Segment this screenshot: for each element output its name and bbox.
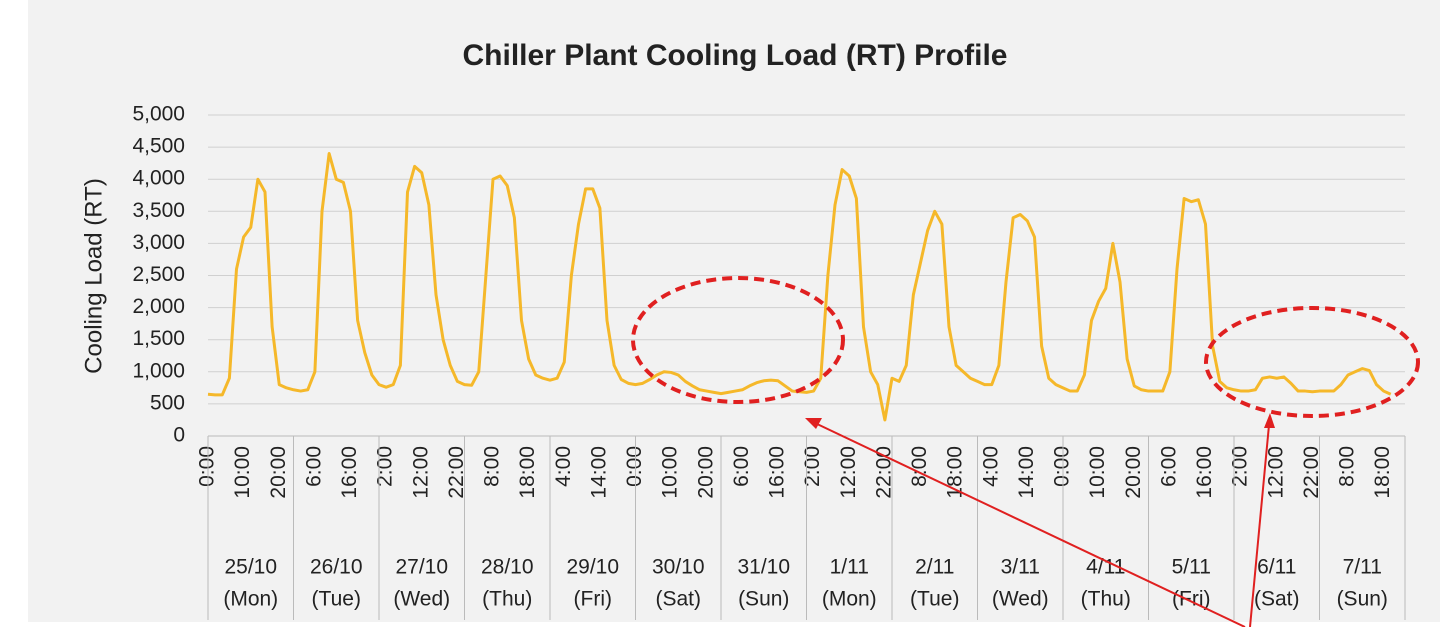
y-tick-label: 3,500	[132, 199, 185, 222]
x-tick-label: 0:00	[196, 446, 219, 487]
day-label: 25/10	[224, 556, 277, 579]
y-tick-label: 2,000	[132, 295, 185, 318]
day-label: (Tue)	[910, 588, 959, 611]
x-tick-label: 8:00	[908, 446, 931, 487]
x-tick-label: 6:00	[730, 446, 753, 487]
x-tick-label: 18:00	[516, 446, 539, 499]
x-tick-label: 2:00	[801, 446, 824, 487]
arrow-head	[1264, 413, 1275, 428]
y-tick-label: 5,000	[132, 103, 185, 126]
day-label: 2/11	[915, 556, 954, 579]
y-axis-title: Cooling Load (RT)	[80, 178, 107, 374]
x-tick-label: 22:00	[445, 446, 468, 499]
x-tick-label: 6:00	[1157, 446, 1180, 487]
x-tick-label: 4:00	[552, 446, 575, 487]
arrow	[1249, 424, 1270, 628]
x-tick-label: 2:00	[374, 446, 397, 487]
day-label: 29/10	[566, 556, 619, 579]
x-tick-label: 12:00	[837, 446, 860, 499]
x-tick-label: 0:00	[623, 446, 646, 487]
x-tick-label: 16:00	[1193, 446, 1216, 499]
day-label: 26/10	[310, 556, 363, 579]
day-label: 4/11	[1086, 556, 1125, 579]
day-label: 1/11	[830, 556, 869, 579]
day-label: (Wed)	[992, 588, 1049, 611]
day-label: 31/10	[737, 556, 790, 579]
day-label: 7/11	[1343, 556, 1382, 579]
x-tick-label: 4:00	[979, 446, 1002, 487]
day-label: (Fri)	[574, 588, 612, 611]
annotations	[631, 276, 1420, 628]
day-label: (Sat)	[655, 588, 701, 611]
day-label: 30/10	[652, 556, 705, 579]
x-tick-label: 14:00	[587, 446, 610, 499]
x-tick-label: 18:00	[944, 446, 967, 499]
x-tick-label: 8:00	[481, 446, 504, 487]
x-tick-label: 10:00	[1086, 446, 1109, 499]
highlight-ellipse	[1204, 306, 1420, 418]
y-tick-label: 4,500	[132, 135, 185, 158]
day-label: (Sun)	[1337, 588, 1388, 611]
x-tick-label: 8:00	[1336, 446, 1359, 487]
x-tick-label: 2:00	[1229, 446, 1252, 487]
day-label: 5/11	[1172, 556, 1211, 579]
day-label: 27/10	[395, 556, 448, 579]
x-tick-label: 20:00	[267, 446, 290, 499]
x-tick-label: 20:00	[1122, 446, 1145, 499]
day-label: (Sat)	[1254, 588, 1300, 611]
y-tick-label: 1,000	[132, 359, 185, 382]
day-label: (Thu)	[482, 588, 532, 611]
x-tick-label: 14:00	[1015, 446, 1038, 499]
x-tick-label: 16:00	[338, 446, 361, 499]
day-label: (Tue)	[312, 588, 361, 611]
day-label: (Wed)	[393, 588, 450, 611]
highlight-ellipse	[631, 276, 845, 404]
day-label: 6/11	[1257, 556, 1296, 579]
day-label: (Sun)	[738, 588, 789, 611]
x-tick-label: 12:00	[409, 446, 432, 499]
y-tick-label: 500	[150, 391, 185, 414]
x-tick-label: 12:00	[1264, 446, 1287, 499]
x-tick-label: 16:00	[766, 446, 789, 499]
day-label: (Fri)	[1172, 588, 1210, 611]
x-tick-label: 20:00	[694, 446, 717, 499]
y-tick-label: 1,500	[132, 327, 185, 350]
y-tick-label: 2,500	[132, 263, 185, 286]
x-tick-label: 10:00	[659, 446, 682, 499]
day-label: (Mon)	[822, 588, 877, 611]
chart-background	[28, 0, 1440, 622]
y-tick-label: 0	[173, 424, 185, 447]
x-tick-label: 10:00	[231, 446, 254, 499]
chart-title: Chiller Plant Cooling Load (RT) Profile	[463, 39, 1008, 72]
x-tick-label: 22:00	[1300, 446, 1323, 499]
day-label: 28/10	[481, 556, 534, 579]
x-tick-label: 0:00	[1051, 446, 1074, 487]
y-tick-label: 3,000	[132, 231, 185, 254]
arrow	[814, 422, 1246, 628]
day-label: 3/11	[1001, 556, 1040, 579]
day-label: (Mon)	[223, 588, 278, 611]
x-tick-label: 18:00	[1371, 446, 1394, 499]
arrow-head	[805, 418, 822, 429]
x-tick-label: 6:00	[302, 446, 325, 487]
day-label: (Thu)	[1081, 588, 1131, 611]
y-tick-label: 4,000	[132, 167, 185, 190]
